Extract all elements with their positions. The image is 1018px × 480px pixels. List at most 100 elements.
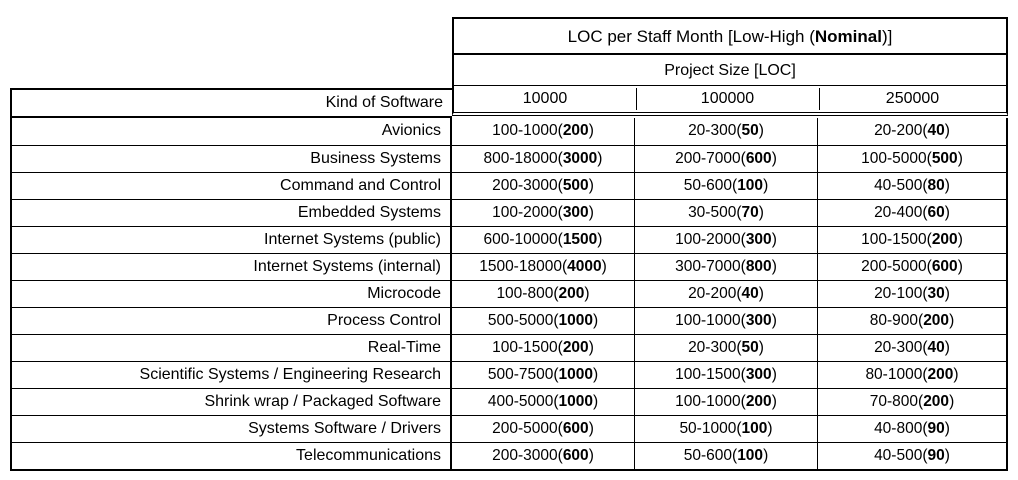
value-cell: 50-600100 [634,173,817,199]
value-cell: 800-180003000 [452,146,634,172]
nominal-value: 200 [922,366,958,383]
nominal-value: 3000 [558,150,603,167]
range-text: 100-2000 [675,231,741,248]
value-cell: 20-30050 [634,335,817,361]
size-column-header: 100000 [636,86,819,112]
nominal-value: 1500 [558,231,603,248]
kind-cell: Internet Systems (public) [12,227,452,253]
table-row: Scientific Systems / Engineering Researc… [12,361,1006,388]
value-cell: 1500-180004000 [452,254,634,280]
range-text: 20-100 [874,285,923,302]
kind-cell: Business Systems [12,146,452,172]
value-cell: 200-5000600 [452,416,634,442]
nominal-value: 90 [922,447,950,464]
kind-cell: Process Control [12,308,452,334]
nominal-value: 200 [558,339,594,356]
nominal-value: 60 [922,204,950,221]
nominal-value: 200 [553,285,589,302]
table-title-nominal: Nominal [814,27,882,46]
nominal-value: 70 [736,204,764,221]
value-cell: 400-50001000 [452,389,634,415]
range-text: 30-500 [688,204,737,221]
size-header-row: 10000 100000 250000 [454,86,1006,112]
table-row: Internet Systems (public) 600-100001500 … [12,226,1006,253]
value-cell: 50-600100 [634,443,817,469]
nominal-value: 600 [741,150,777,167]
range-text: 20-300 [688,122,737,139]
nominal-value: 300 [741,366,777,383]
range-text: 50-600 [683,177,733,194]
value-cell: 100-2000300 [452,200,634,226]
nominal-value: 40 [922,122,950,139]
nominal-value: 600 [558,420,594,437]
value-cell: 70-800200 [817,389,1006,415]
range-text: 100-1000 [492,122,558,139]
value-cell: 100-2000300 [634,227,817,253]
range-text: 20-300 [688,339,737,356]
table-title-prefix: LOC per Staff Month [Low-High ( [567,27,815,46]
value-cell: 40-80090 [817,416,1006,442]
table-row: Command and Control 200-3000500 50-60010… [12,172,1006,199]
value-cell: 600-100001500 [452,227,634,253]
range-text: 200-7000 [675,150,741,167]
range-text: 40-500 [874,177,923,194]
kind-cell: Microcode [12,281,452,307]
nominal-value: 90 [922,420,950,437]
range-text: 300-7000 [675,258,741,275]
table-row: Real-Time 100-1500200 20-30050 20-30040 [12,334,1006,361]
range-text: 80-900 [869,312,919,329]
range-text: 20-300 [874,339,923,356]
range-text: 100-1500 [492,339,558,356]
table-row: Process Control 500-50001000 100-1000300… [12,307,1006,334]
range-text: 40-500 [874,447,923,464]
nominal-value: 300 [741,231,777,248]
value-cell: 80-900200 [817,308,1006,334]
size-column-header: 10000 [522,90,568,107]
range-text: 50-600 [683,447,733,464]
nominal-value: 500 [927,150,963,167]
nominal-value: 100 [732,177,768,194]
nominal-value: 200 [918,393,954,410]
table-body: Avionics 100-1000200 20-30050 20-20040 B… [10,118,1008,471]
nominal-value: 600 [927,258,963,275]
table-row: Microcode 100-800200 20-20040 20-10030 [12,280,1006,307]
value-cell: 100-800200 [452,281,634,307]
range-text: 400-5000 [487,393,554,410]
range-text: 500-5000 [487,312,554,329]
range-text: 200-5000 [492,420,558,437]
value-cell: 500-50001000 [452,308,634,334]
value-cell: 200-3000600 [452,443,634,469]
range-text: 100-1500 [675,366,741,383]
value-cell: 500-75001000 [452,362,634,388]
table-row: Systems Software / Drivers 200-5000600 5… [12,415,1006,442]
nominal-value: 4000 [562,258,607,275]
value-cell: 20-20040 [817,118,1006,145]
nominal-value: 80 [922,177,950,194]
value-cell: 100-1500200 [817,227,1006,253]
table-row: Telecommunications 200-3000600 50-600100… [12,442,1006,469]
nominal-value: 50 [736,339,764,356]
nominal-value: 1000 [553,393,598,410]
value-cell: 100-1000300 [634,308,817,334]
nominal-value: 200 [918,312,954,329]
nominal-value: 300 [741,312,777,329]
nominal-value: 100 [736,420,772,437]
value-cell: 30-50070 [634,200,817,226]
range-text: 100-5000 [861,150,927,167]
range-text: 40-800 [874,420,923,437]
table-title: LOC per Staff Month [Low-High (Nominal)] [454,19,1006,55]
kind-cell: Embedded Systems [12,200,452,226]
value-cell: 20-40060 [817,200,1006,226]
nominal-value: 1000 [553,312,598,329]
nominal-value: 1000 [553,366,598,383]
nominal-value: 200 [927,231,963,248]
value-cell: 200-5000600 [817,254,1006,280]
value-cell: 100-1500200 [452,335,634,361]
table-row: Avionics 100-1000200 20-30050 20-20040 [12,118,1006,145]
range-text: 80-1000 [865,366,923,383]
size-column-header: 250000 [819,86,1006,112]
kind-cell: Scientific Systems / Engineering Researc… [12,362,452,388]
value-cell: 50-1000100 [634,416,817,442]
range-text: 200-3000 [492,177,558,194]
nominal-value: 30 [922,285,950,302]
